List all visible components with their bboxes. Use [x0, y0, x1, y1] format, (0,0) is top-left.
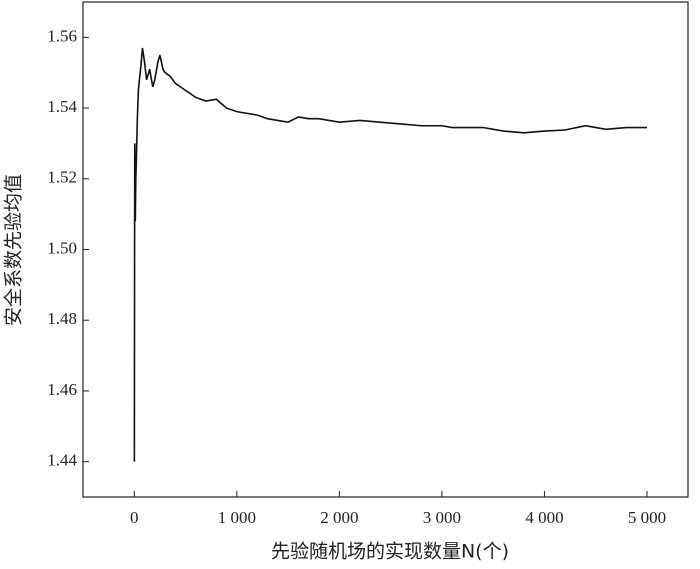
x-tick-label: 2 000: [320, 508, 358, 527]
x-axis-title: 先验随机场的实现数量N(个): [271, 541, 509, 563]
x-tick-label: 4 000: [525, 508, 563, 527]
y-axis-title: 安全系数先验均值: [3, 174, 25, 326]
y-tick-label: 1.56: [47, 26, 77, 45]
x-tick-label: 3 000: [423, 508, 461, 527]
y-tick-label: 1.48: [47, 309, 77, 328]
x-tick-label: 1 000: [218, 508, 256, 527]
data-line: [133, 47, 647, 462]
y-tick-label: 1.50: [47, 238, 77, 257]
y-tick-label: 1.52: [47, 168, 77, 187]
y-tick-label: 1.44: [47, 451, 77, 470]
y-tick-label: 1.54: [47, 97, 77, 116]
plot-frame: [82, 1, 689, 498]
x-tick-label: 5 000: [628, 508, 666, 527]
y-tick-label: 1.46: [47, 380, 77, 399]
x-tick-label: 0: [130, 508, 139, 527]
